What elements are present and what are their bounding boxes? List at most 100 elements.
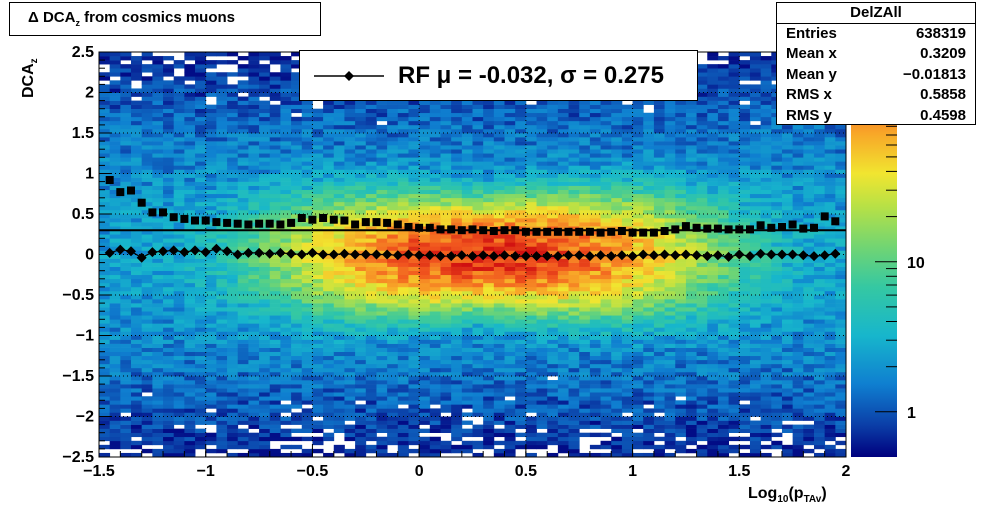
heatmap-cell [515,104,527,109]
heatmap-cell [333,412,345,417]
heatmap-cell [109,274,121,280]
heatmap-cell [365,420,377,425]
heatmap-cell [611,384,623,389]
heatmap-cell [323,380,335,385]
heatmap-cell [419,408,431,413]
heatmap-cell [120,185,132,190]
heatmap-cell [152,80,164,85]
heatmap-cell [120,388,132,393]
heatmap-cell [163,444,175,450]
heatmap-cell [237,428,249,433]
heatmap-cell [536,392,548,397]
heatmap-cell [365,145,377,150]
heatmap-cell [547,432,559,438]
heatmap-cell [504,303,516,308]
heatmap-cell [547,392,559,397]
heatmap-cell [216,92,228,97]
heatmap-cell [280,452,292,457]
heatmap-cell [152,68,164,73]
heatmap-cell [568,440,580,446]
heatmap-cell [493,112,505,118]
heatmap-cell [227,222,239,227]
heatmap-cell [461,282,473,288]
heatmap-cell [408,432,420,438]
heatmap-cell [536,230,548,235]
heatmap-cell [109,363,121,369]
heatmap-cell [152,153,164,158]
heatmap-cell [184,380,196,385]
heatmap-cell [227,145,239,150]
heatmap-cell [163,295,175,300]
heatmap-cell [397,384,409,389]
heatmap-cell [515,359,527,365]
heatmap-cell [515,286,527,292]
heatmap-cell [632,408,644,413]
heatmap-cell [312,141,324,146]
heatmap-cell [280,100,292,105]
heatmap-cell [621,128,633,134]
heatmap-cell [461,299,473,304]
heatmap-cell [312,428,324,433]
heatmap-cell [184,412,196,417]
heatmap-cell [173,299,185,304]
heatmap-cell [259,408,271,413]
heatmap-cell [429,384,441,389]
heatmap-cell [131,209,143,215]
heatmap-cell [387,327,399,332]
heatmap-cell [227,384,239,389]
heatmap-cell [344,432,356,438]
heatmap-cell [301,290,313,296]
heatmap-cell [536,246,548,251]
heatmap-cell [451,209,463,215]
heatmap-cell [227,412,239,417]
heatmap-cell [109,72,121,77]
heatmap-cell [408,299,420,304]
heatmap-cell [525,416,537,421]
heatmap-cell [184,145,196,150]
heatmap-cell [525,128,537,134]
heatmap-cell [632,323,644,328]
heatmap-cell [355,141,367,146]
heatmap-cell [248,141,260,146]
heatmap-cell [109,80,121,85]
heatmap-cell [419,169,431,174]
heatmap-cell [301,371,313,377]
heatmap-cell [419,161,431,166]
heatmap-cell [216,311,228,316]
heatmap-cell [323,128,335,134]
heatmap-cell [408,351,420,357]
heatmap-cell [568,226,580,231]
heatmap-cell [440,189,452,195]
heatmap-cell [504,388,516,393]
heatmap-cell [429,222,441,227]
heatmap-cell [429,197,441,203]
heatmap-cell [536,270,548,276]
heatmap-cell [440,440,452,446]
heatmap-cell [184,141,196,146]
heatmap-cell [216,274,228,280]
heatmap-cell [589,104,601,109]
heatmap-cell [408,173,420,178]
heatmap-cell [195,262,207,267]
heatmap-cell [99,149,111,154]
heatmap-cell [237,307,249,312]
heatmap-cell [109,351,121,357]
heatmap-cell [173,363,185,369]
heatmap-cell [141,133,153,138]
heatmap-cell [365,274,377,280]
heatmap-cell [291,286,303,292]
heatmap-cell [312,157,324,162]
heatmap-cell [301,452,313,457]
heatmap-cell [173,274,185,280]
heatmap-cell [579,145,591,150]
heatmap-cell [173,197,185,203]
heatmap-cell [611,420,623,425]
heatmap-cell [344,351,356,357]
heatmap-cell [632,177,644,182]
heatmap-cell [408,149,420,154]
heatmap-cell [461,404,473,409]
heatmap-cell [579,371,591,377]
heatmap-cell [205,209,217,215]
heatmap-cell [461,254,473,259]
heatmap-cell [280,408,292,413]
